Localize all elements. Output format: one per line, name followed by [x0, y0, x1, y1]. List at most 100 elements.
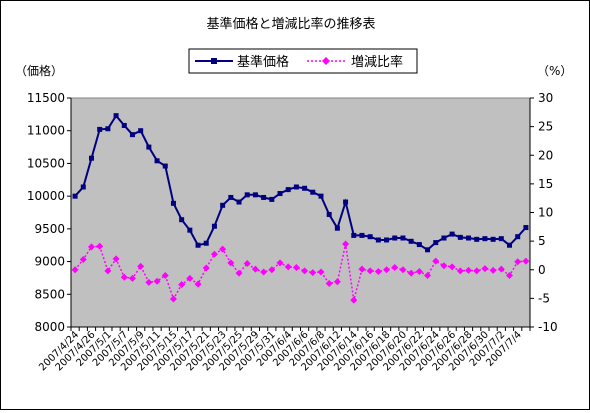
price-point: [261, 194, 267, 200]
price-point: [228, 194, 234, 200]
ratio-point: [210, 250, 218, 258]
y-right-tick-label: 5: [538, 234, 546, 248]
y-left-tick-label: 10500: [27, 156, 65, 170]
right-axis-unit: （%）: [537, 64, 572, 78]
ratio-point: [489, 266, 497, 274]
y-right-tick-label: 10: [538, 206, 553, 220]
ratio-point: [465, 266, 473, 274]
ratio-point: [506, 271, 514, 279]
price-point: [195, 242, 201, 248]
ratio-point: [497, 265, 505, 273]
ratio-point: [120, 273, 128, 281]
ratio-point: [342, 240, 350, 248]
ratio-point: [309, 269, 317, 277]
price-point: [252, 192, 258, 198]
price-point: [88, 155, 94, 161]
price-point: [474, 236, 480, 242]
ratio-point: [424, 271, 432, 279]
ratio-point: [440, 262, 448, 270]
ratio-point: [137, 262, 145, 270]
price-point: [285, 187, 291, 193]
ratio-point: [153, 277, 161, 285]
price-point: [293, 184, 299, 190]
price-point: [269, 196, 275, 202]
ratio-point: [145, 278, 153, 286]
ratio-point: [227, 259, 235, 267]
ratio-point: [366, 267, 374, 275]
price-point: [121, 122, 127, 128]
y-right-tick-label: 15: [538, 177, 553, 191]
ratio-point: [415, 267, 423, 275]
legend-price-marker: [211, 58, 217, 64]
ratio-point: [79, 255, 87, 263]
price-point: [302, 185, 308, 191]
y-right-tick-label: 25: [538, 120, 553, 134]
ratio-point: [186, 274, 194, 282]
legend-price-label: 基準価格: [237, 54, 289, 70]
chart-title: 基準価格と増減比率の推移表: [206, 16, 375, 32]
y-left-tick-label: 8500: [34, 287, 65, 301]
ratio-point: [235, 269, 243, 277]
price-point: [211, 223, 217, 229]
ratio-point: [317, 268, 325, 276]
price-point: [359, 232, 365, 238]
ratio-point: [112, 255, 120, 263]
price-point: [105, 126, 111, 132]
price-point: [334, 225, 340, 231]
price-point: [97, 126, 103, 132]
y-right-tick-label: 30: [538, 91, 553, 105]
ratio-point: [350, 296, 358, 304]
ratio-point: [202, 264, 210, 272]
price-point: [523, 225, 529, 231]
price-point: [351, 232, 357, 238]
price-point: [482, 236, 488, 242]
left-axis-unit: （価格）: [15, 63, 63, 78]
ratio-point: [87, 243, 95, 251]
ratio-point: [161, 271, 169, 279]
y-right-tick-label: 0: [538, 263, 546, 277]
price-point: [375, 237, 381, 243]
ratio-point: [391, 263, 399, 271]
ratio-point: [292, 263, 300, 271]
price-point: [326, 211, 332, 217]
ratio-point: [251, 265, 259, 273]
y-right-tick-label: -5: [538, 291, 550, 305]
price-point: [457, 234, 463, 240]
price-point: [416, 242, 422, 248]
legend-ratio-marker: [322, 57, 330, 65]
ratio-point: [383, 266, 391, 274]
price-point: [384, 237, 390, 243]
price-point: [129, 132, 135, 138]
price-point: [367, 234, 373, 240]
y-right-tick-label: 20: [538, 148, 553, 162]
ratio-point: [71, 266, 79, 274]
price-point: [343, 199, 349, 205]
ratio-point: [178, 281, 186, 289]
ratio-point: [128, 274, 136, 282]
ratio-point: [219, 245, 227, 253]
price-point: [310, 189, 316, 195]
price-point: [154, 158, 160, 164]
price-point: [72, 193, 78, 199]
y-left-tick-label: 11000: [27, 124, 65, 138]
ratio-point: [325, 279, 333, 287]
price-point: [220, 202, 226, 208]
price-point: [490, 236, 496, 242]
y-left-tick-label: 8000: [34, 320, 65, 334]
ratio-point: [194, 280, 202, 288]
series-markers: [71, 113, 530, 304]
price-point: [498, 236, 504, 242]
ratio-point: [333, 278, 341, 286]
price-point: [408, 238, 414, 244]
price-point: [113, 113, 119, 119]
y-left-tick-label: 10000: [27, 189, 65, 203]
price-point: [318, 193, 324, 199]
y-left-tick-label: 9000: [34, 255, 65, 269]
ratio-point: [243, 259, 251, 267]
price-point: [179, 217, 185, 223]
ratio-point: [284, 263, 292, 271]
price-point: [244, 192, 250, 198]
price-point: [170, 200, 176, 206]
ratio-point: [432, 257, 440, 265]
ratio-point: [407, 269, 415, 277]
